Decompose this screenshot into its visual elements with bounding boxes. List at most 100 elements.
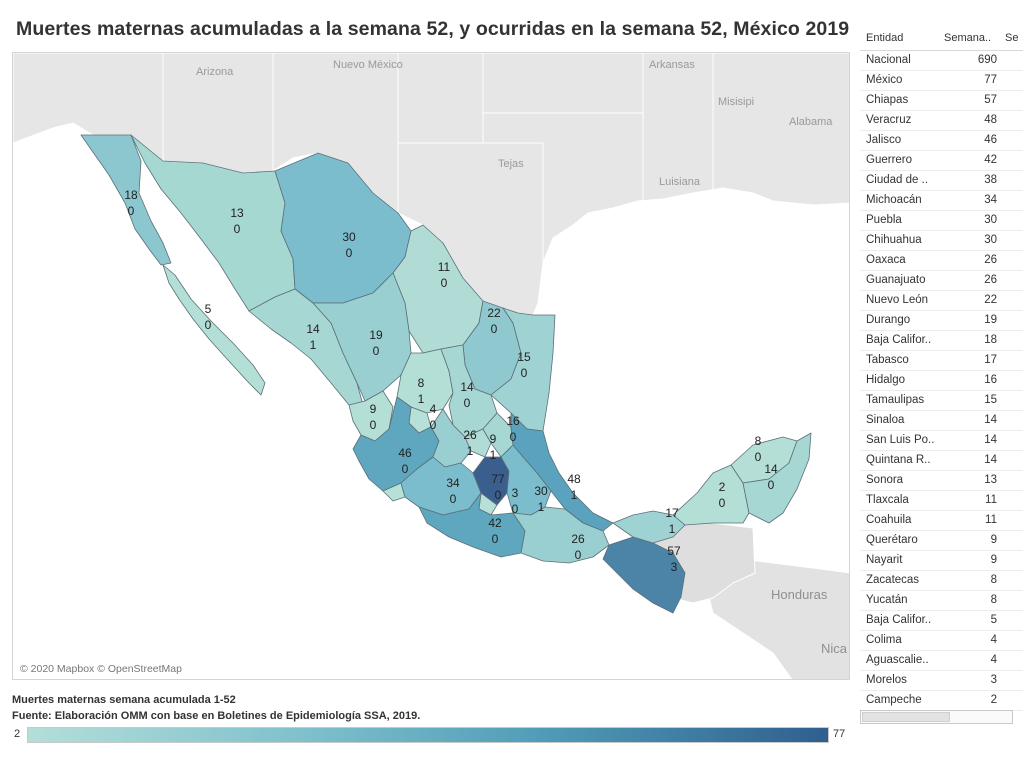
row-entity-name: Oaxaca: [866, 254, 906, 266]
row-cumulative-value: 48: [984, 114, 997, 126]
table-row[interactable]: Quintana R.. 14: [860, 451, 1023, 471]
table-row[interactable]: Oaxaca 26: [860, 251, 1023, 271]
state-chihuahua-week-label: 0: [346, 246, 353, 260]
column-header-entidad[interactable]: Entidad: [866, 32, 904, 44]
row-cumulative-value: 14: [984, 454, 997, 466]
table-row[interactable]: Chiapas 57: [860, 91, 1023, 111]
choropleth-map[interactable]: Arizona Nuevo México Arkansas Misisipi A…: [12, 52, 850, 680]
table-row[interactable]: Baja Califor.. 18: [860, 331, 1023, 351]
row-entity-name: Nayarit: [866, 554, 903, 566]
row-cumulative-value: 42: [984, 154, 997, 166]
row-cumulative-value: 15: [984, 394, 997, 406]
state-quintana-roo[interactable]: [742, 432, 812, 524]
state-zacatecas-total-label: 8: [418, 376, 425, 390]
table-row[interactable]: Michoacán 34: [860, 191, 1023, 211]
row-cumulative-value: 14: [984, 434, 997, 446]
state-sinaloa-total-label: 14: [306, 322, 320, 336]
table-row[interactable]: Zacatecas 8: [860, 571, 1023, 591]
data-table[interactable]: Entidad Semana.. Se Nacional 690 México 77 C…: [860, 26, 1023, 767]
geo-label-luisiana: Luisiana: [659, 176, 701, 188]
state-veracruz-total-label: 48: [567, 472, 581, 486]
table-row[interactable]: Tamaulipas 15: [860, 391, 1023, 411]
state-baja-california[interactable]: [80, 134, 172, 266]
state-chiapas-total-label: 57: [667, 544, 681, 558]
state-mexico-total-label: 77: [491, 472, 505, 486]
geo-label-alabama: Alabama: [789, 116, 833, 128]
state-durango-total-label: 19: [369, 328, 383, 342]
table-row[interactable]: Nuevo León 22: [860, 291, 1023, 311]
state-tabasco-total-label: 17: [665, 506, 679, 520]
row-entity-name: Colima: [866, 634, 902, 646]
row-cumulative-value: 22: [984, 294, 997, 306]
state-nayarit-total-label: 9: [370, 402, 377, 416]
table-row[interactable]: Yucatán 8: [860, 591, 1023, 611]
table-row[interactable]: México 77: [860, 71, 1023, 91]
row-entity-name: Guerrero: [866, 154, 913, 166]
row-entity-name: Puebla: [866, 214, 902, 226]
table-row[interactable]: Durango 19: [860, 311, 1023, 331]
state-oaxaca-total-label: 26: [571, 532, 585, 546]
state-guanajuato-total-label: 26: [463, 428, 477, 442]
state-guerrero-week-label: 0: [492, 532, 499, 546]
state-baja-california-sur[interactable]: [162, 264, 266, 396]
geo-label-honduras: Honduras: [771, 587, 828, 602]
table-row[interactable]: Guerrero 42: [860, 151, 1023, 171]
geo-label-arkansas: Arkansas: [649, 59, 695, 71]
table-row[interactable]: Chihuahua 30: [860, 231, 1023, 251]
table-row[interactable]: Morelos 3: [860, 671, 1023, 691]
state-guanajuato[interactable]: [430, 408, 472, 468]
horizontal-scrollbar[interactable]: [860, 710, 1013, 724]
table-row[interactable]: Sonora 13: [860, 471, 1023, 491]
row-entity-name: Michoacán: [866, 194, 922, 206]
table-row[interactable]: San Luis Po.. 14: [860, 431, 1023, 451]
row-entity-name: México: [866, 74, 903, 86]
state-aguascalientes-total-label: 4: [430, 402, 437, 416]
state-quintana-roo-week-label: 0: [768, 478, 775, 492]
state-queretaro[interactable]: [464, 428, 492, 458]
table-row[interactable]: Nayarit 9: [860, 551, 1023, 571]
table-row[interactable]: Ciudad de .. 38: [860, 171, 1023, 191]
legend-color-ramp: [27, 727, 829, 743]
row-entity-name: Ciudad de ..: [866, 174, 929, 186]
state-san-luis-potosi-week-label: 0: [464, 396, 471, 410]
column-header-semana-acumulada[interactable]: Semana..: [944, 32, 992, 44]
table-row[interactable]: Puebla 30: [860, 211, 1023, 231]
state-puebla-week-label: 1: [538, 500, 545, 514]
row-entity-name: Aguascalie..: [866, 654, 929, 666]
table-row[interactable]: Guanajuato 26: [860, 271, 1023, 291]
state-morelos-week-label: 0: [512, 502, 519, 516]
table-row[interactable]: Jalisco 46: [860, 131, 1023, 151]
legend-source: Fuente: Elaboración OMM con base en Bole…: [12, 710, 421, 722]
row-entity-name: Jalisco: [866, 134, 902, 146]
scrollbar-thumb[interactable]: [862, 712, 950, 722]
central-america-land: [702, 557, 849, 679]
table-row[interactable]: Veracruz 48: [860, 111, 1023, 131]
row-entity-name: Querétaro: [866, 534, 918, 546]
state-yucatan-week-label: 0: [755, 450, 762, 464]
state-chiapas-week-label: 3: [671, 560, 678, 574]
table-row[interactable]: Tabasco 17: [860, 351, 1023, 371]
table-row[interactable]: Colima 4: [860, 631, 1023, 651]
table-row[interactable]: Baja Califor.. 5: [860, 611, 1023, 631]
state-michoacan-total-label: 34: [446, 476, 460, 490]
row-entity-name: San Luis Po..: [866, 434, 935, 446]
table-row[interactable]: Querétaro 9: [860, 531, 1023, 551]
state-sinaloa[interactable]: [248, 288, 364, 406]
row-entity-name: Sinaloa: [866, 414, 905, 426]
state-nuevo-leon-total-label: 22: [487, 306, 501, 320]
row-entity-name: Nacional: [866, 54, 911, 66]
table-row[interactable]: Nacional 690: [860, 51, 1023, 71]
table-row[interactable]: Campeche 2: [860, 691, 1023, 711]
table-row[interactable]: Sinaloa 14: [860, 411, 1023, 431]
geo-label-nuevo-mexico: Nuevo México: [333, 59, 403, 71]
table-row[interactable]: Hidalgo 16: [860, 371, 1023, 391]
table-row[interactable]: Aguascalie.. 4: [860, 651, 1023, 671]
row-cumulative-value: 17: [984, 354, 997, 366]
table-row[interactable]: Tlaxcala 11: [860, 491, 1023, 511]
row-entity-name: Coahuila: [866, 514, 912, 526]
table-row[interactable]: Coahuila 11: [860, 511, 1023, 531]
column-header-semana[interactable]: Se: [1005, 32, 1019, 44]
row-cumulative-value: 690: [977, 54, 997, 66]
map-canvas: Arizona Nuevo México Arkansas Misisipi A…: [13, 53, 849, 679]
